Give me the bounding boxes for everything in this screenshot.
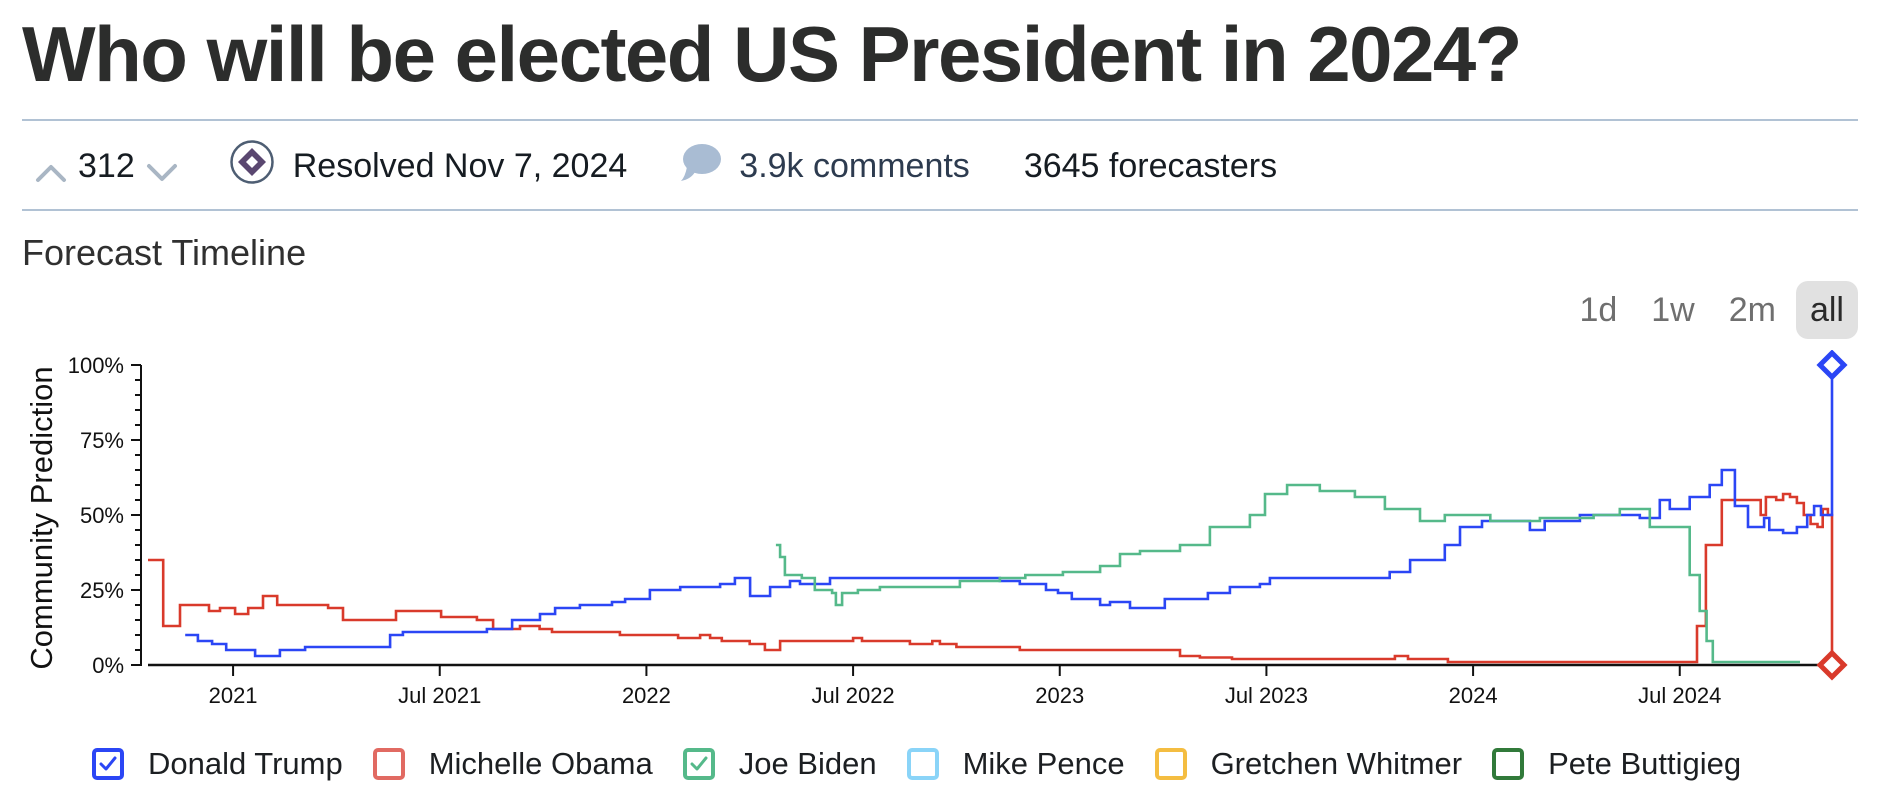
resolved-date: Resolved Nov 7, 2024: [292, 146, 628, 185]
series-line-michelle-obama: [148, 492, 1834, 665]
series-line-donald-trump: [185, 365, 1834, 658]
chart-legend: Donald Trump Michelle Obama Joe Biden Mi…: [92, 746, 1771, 782]
legend-item-mike-pence[interactable]: Mike Pence: [906, 746, 1125, 782]
legend-label: Pete Buttigieg: [1548, 746, 1742, 781]
y-tick-label: 100%: [68, 353, 124, 378]
range-2m-button[interactable]: 2m: [1715, 281, 1790, 339]
y-tick-label: 75%: [80, 428, 124, 453]
x-tick-label: 2023: [1035, 683, 1084, 708]
resolution-marker-michelle-obama: [1816, 649, 1848, 681]
legend-label: Michelle Obama: [428, 746, 653, 781]
vote-control: 312: [34, 147, 179, 186]
y-tick-label: 0%: [92, 653, 124, 678]
speech-bubble-icon: [677, 141, 723, 192]
y-tick-label: 25%: [80, 578, 124, 603]
x-tick-label: Jul 2023: [1225, 683, 1308, 708]
forecast-timeline-chart[interactable]: Community Prediction 0% 25% 50% 75% 100% 202…: [0, 350, 1882, 730]
range-all-button[interactable]: all: [1795, 281, 1858, 339]
range-1d-button[interactable]: 1d: [1565, 281, 1631, 339]
checkmark-icon: [690, 756, 708, 771]
series-layer: [148, 365, 1834, 665]
y-axis: 0% 25% 50% 75% 100%: [68, 353, 142, 678]
question-meta-bar: 312 Resolved Nov 7, 2024 3.9k comments 3…: [22, 126, 1277, 206]
resolution-marker-donald-trump: [1816, 350, 1848, 381]
resolved-diamond-icon: [229, 139, 275, 194]
legend-label: Gretchen Whitmer: [1210, 746, 1463, 781]
marker-layer: [1816, 350, 1848, 681]
legend-label: Donald Trump: [148, 746, 343, 781]
x-axis: 2021 Jul 2021 2022 Jul 2022 2023 Jul 2023 2024…: [148, 663, 1832, 708]
legend-label: Joe Biden: [738, 746, 877, 781]
time-range-selector: 1d 1w 2m all: [1565, 281, 1858, 339]
checkbox-gretchen-whitmer[interactable]: [1154, 748, 1187, 780]
x-tick-label: 2022: [622, 683, 671, 708]
resolution-status: Resolved Nov 7, 2024: [229, 139, 628, 194]
y-tick-label: 50%: [80, 503, 124, 528]
comments-link[interactable]: 3.9k comments: [677, 141, 970, 192]
checkbox-mike-pence[interactable]: [906, 748, 939, 780]
comments-count: 3.9k comments: [739, 146, 970, 185]
forecasters-count: 3645 forecasters: [1023, 146, 1278, 185]
x-tick-label: Jul 2021: [398, 683, 481, 708]
range-1w-button[interactable]: 1w: [1637, 281, 1708, 339]
y-axis-label: Community Prediction: [24, 366, 59, 669]
x-tick-label: 2024: [1449, 683, 1498, 708]
top-divider: [22, 119, 1858, 121]
checkmark-icon: [99, 756, 117, 771]
forecast-timeline-heading: Forecast Timeline: [22, 232, 307, 273]
legend-item-joe-biden[interactable]: Joe Biden: [682, 746, 877, 782]
checkbox-michelle-obama[interactable]: [372, 748, 405, 780]
meta-divider: [22, 209, 1858, 211]
x-tick-label: 2021: [209, 683, 258, 708]
series-line-joe-biden: [775, 483, 1800, 664]
chevron-down-icon[interactable]: [145, 154, 179, 181]
legend-item-donald-trump[interactable]: Donald Trump: [92, 746, 343, 782]
legend-item-michelle-obama[interactable]: Michelle Obama: [372, 746, 653, 782]
x-tick-label: Jul 2024: [1638, 683, 1721, 708]
checkbox-donald-trump[interactable]: [92, 748, 124, 780]
legend-item-pete-buttigieg[interactable]: Pete Buttigieg: [1492, 746, 1741, 782]
vote-count: 312: [78, 146, 135, 185]
legend-label: Mike Pence: [962, 746, 1125, 781]
legend-item-gretchen-whitmer[interactable]: Gretchen Whitmer: [1154, 746, 1463, 782]
chevron-up-icon[interactable]: [34, 154, 68, 182]
checkbox-joe-biden[interactable]: [682, 748, 715, 780]
checkbox-pete-buttigieg[interactable]: [1492, 748, 1525, 780]
question-title: Who will be elected US President in 2024…: [22, 10, 1522, 98]
x-tick-label: Jul 2022: [811, 683, 894, 708]
